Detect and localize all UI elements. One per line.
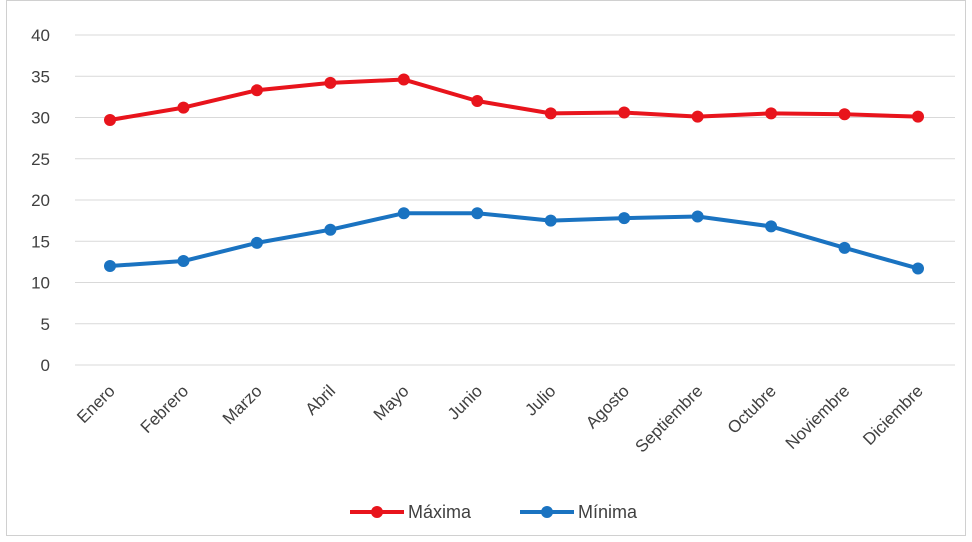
gridlines [75,34,955,366]
data-point [324,223,337,236]
y-tick-label: 20 [31,191,50,210]
series-line [109,211,919,271]
data-point [324,76,337,89]
y-tick-label: 15 [31,232,50,251]
data-point [250,84,263,97]
data-point [691,110,704,123]
data-point [838,108,851,121]
legend-item: Máxima [350,502,472,522]
x-tick-label: Mayo [370,381,413,424]
data-point [765,220,778,233]
series-layer [104,73,924,275]
x-tick-label: Marzo [219,381,266,428]
series-1 [104,207,924,275]
legend-swatch-marker [371,506,383,518]
x-tick-label: Julio [521,381,559,419]
x-tick-label: Junio [444,381,486,423]
data-point [471,95,484,107]
x-tick-label: Febrero [137,381,193,437]
data-point [691,210,704,223]
x-tick-label: Octubre [724,381,780,437]
data-point [765,107,778,120]
y-tick-label: 40 [31,26,50,45]
x-tick-label: Enero [73,381,119,427]
x-tick-label: Noviembre [782,381,854,453]
legend: Máxima Mínima [350,502,638,522]
legend-label: Mínima [578,502,638,522]
y-tick-label: 25 [31,150,50,169]
x-tick-label: Agosto [582,381,633,432]
data-point [104,260,116,272]
x-tick-label: Diciembre [859,381,927,449]
data-point [397,207,410,220]
data-point [618,212,631,225]
data-point [177,101,190,114]
legend-swatch-marker [541,506,553,518]
data-point [912,110,924,123]
y-axis-ticks: 0 5 10 15 20 25 30 35 40 [31,26,50,375]
data-point [838,241,851,254]
data-point [104,113,116,126]
data-point [544,107,557,120]
y-tick-label: 10 [31,274,50,293]
y-tick-label: 30 [31,109,50,128]
data-point [250,236,263,249]
data-point [177,255,190,268]
legend-item: Mínima [520,502,638,522]
series-0 [104,73,924,126]
y-tick-label: 0 [41,356,50,375]
data-point [618,106,631,119]
y-tick-label: 5 [41,315,50,334]
data-point [544,214,557,227]
x-axis-ticks: Enero Febrero Marzo Abril Mayo Junio Julio Agos… [73,381,927,456]
y-tick-label: 35 [31,67,50,86]
chart-frame [6,0,966,536]
x-tick-label: Abril [302,381,339,418]
data-point [912,262,924,275]
data-point [397,73,410,86]
series-line [109,77,919,122]
x-tick-label: Septiembre [632,381,707,456]
legend-label: Máxima [408,502,472,522]
data-point [471,207,484,220]
